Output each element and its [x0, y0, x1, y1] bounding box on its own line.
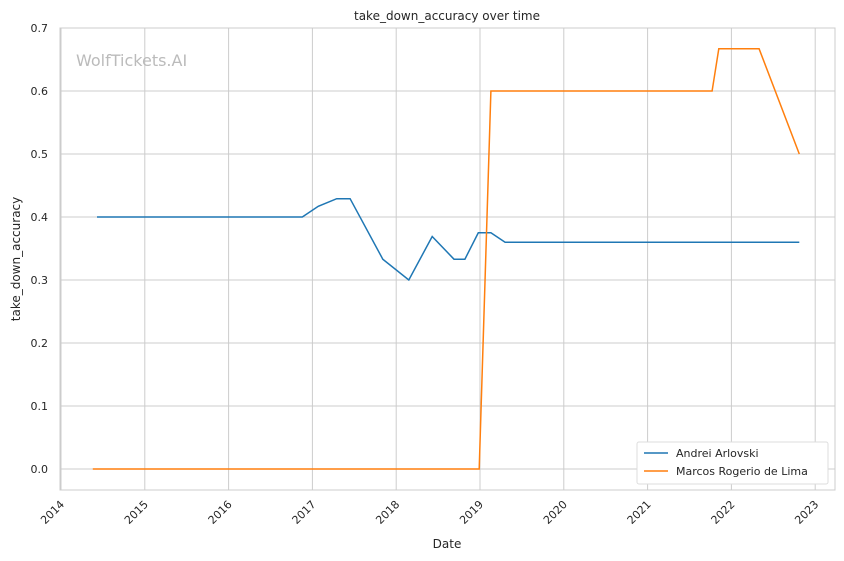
y-tick-label: 0.4	[31, 211, 49, 224]
y-tick-label: 0.0	[31, 463, 49, 476]
legend: Andrei Arlovski Marcos Rogerio de Lima	[636, 441, 829, 485]
x-tick-label: 2015	[122, 498, 151, 527]
x-tick-label: 2016	[206, 498, 235, 527]
series-line-0	[97, 197, 800, 282]
y-tick-label: 0.6	[31, 85, 49, 98]
x-tick-label: 2021	[625, 498, 654, 527]
x-tick-label: 2022	[709, 498, 738, 527]
x-tick-label: 2017	[290, 498, 319, 527]
series-line-1	[92, 48, 801, 470]
y-tick-label: 0.1	[31, 400, 49, 413]
x-tick-label: 2019	[457, 498, 486, 527]
plot-frame	[59, 27, 836, 491]
legend-label-andrei: Andrei Arlovski	[676, 447, 759, 460]
x-tick-label: 2014	[38, 498, 67, 527]
y-axis-label: take_down_accuracy	[9, 197, 23, 321]
legend-label-marcos: Marcos Rogerio de Lima	[676, 465, 808, 478]
x-tick-label: 2023	[792, 498, 821, 527]
y-tick-label: 0.3	[31, 274, 49, 287]
x-tick-label: 2020	[541, 498, 570, 527]
y-tick-label: 0.2	[31, 337, 49, 350]
x-tick-label: 2018	[373, 498, 402, 527]
x-axis-label: Date	[433, 537, 462, 551]
watermark: WolfTickets.AI	[76, 51, 187, 70]
chart-title: take_down_accuracy over time	[354, 9, 540, 23]
y-tick-label: 0.5	[31, 148, 49, 161]
y-tick-label: 0.7	[31, 22, 49, 35]
